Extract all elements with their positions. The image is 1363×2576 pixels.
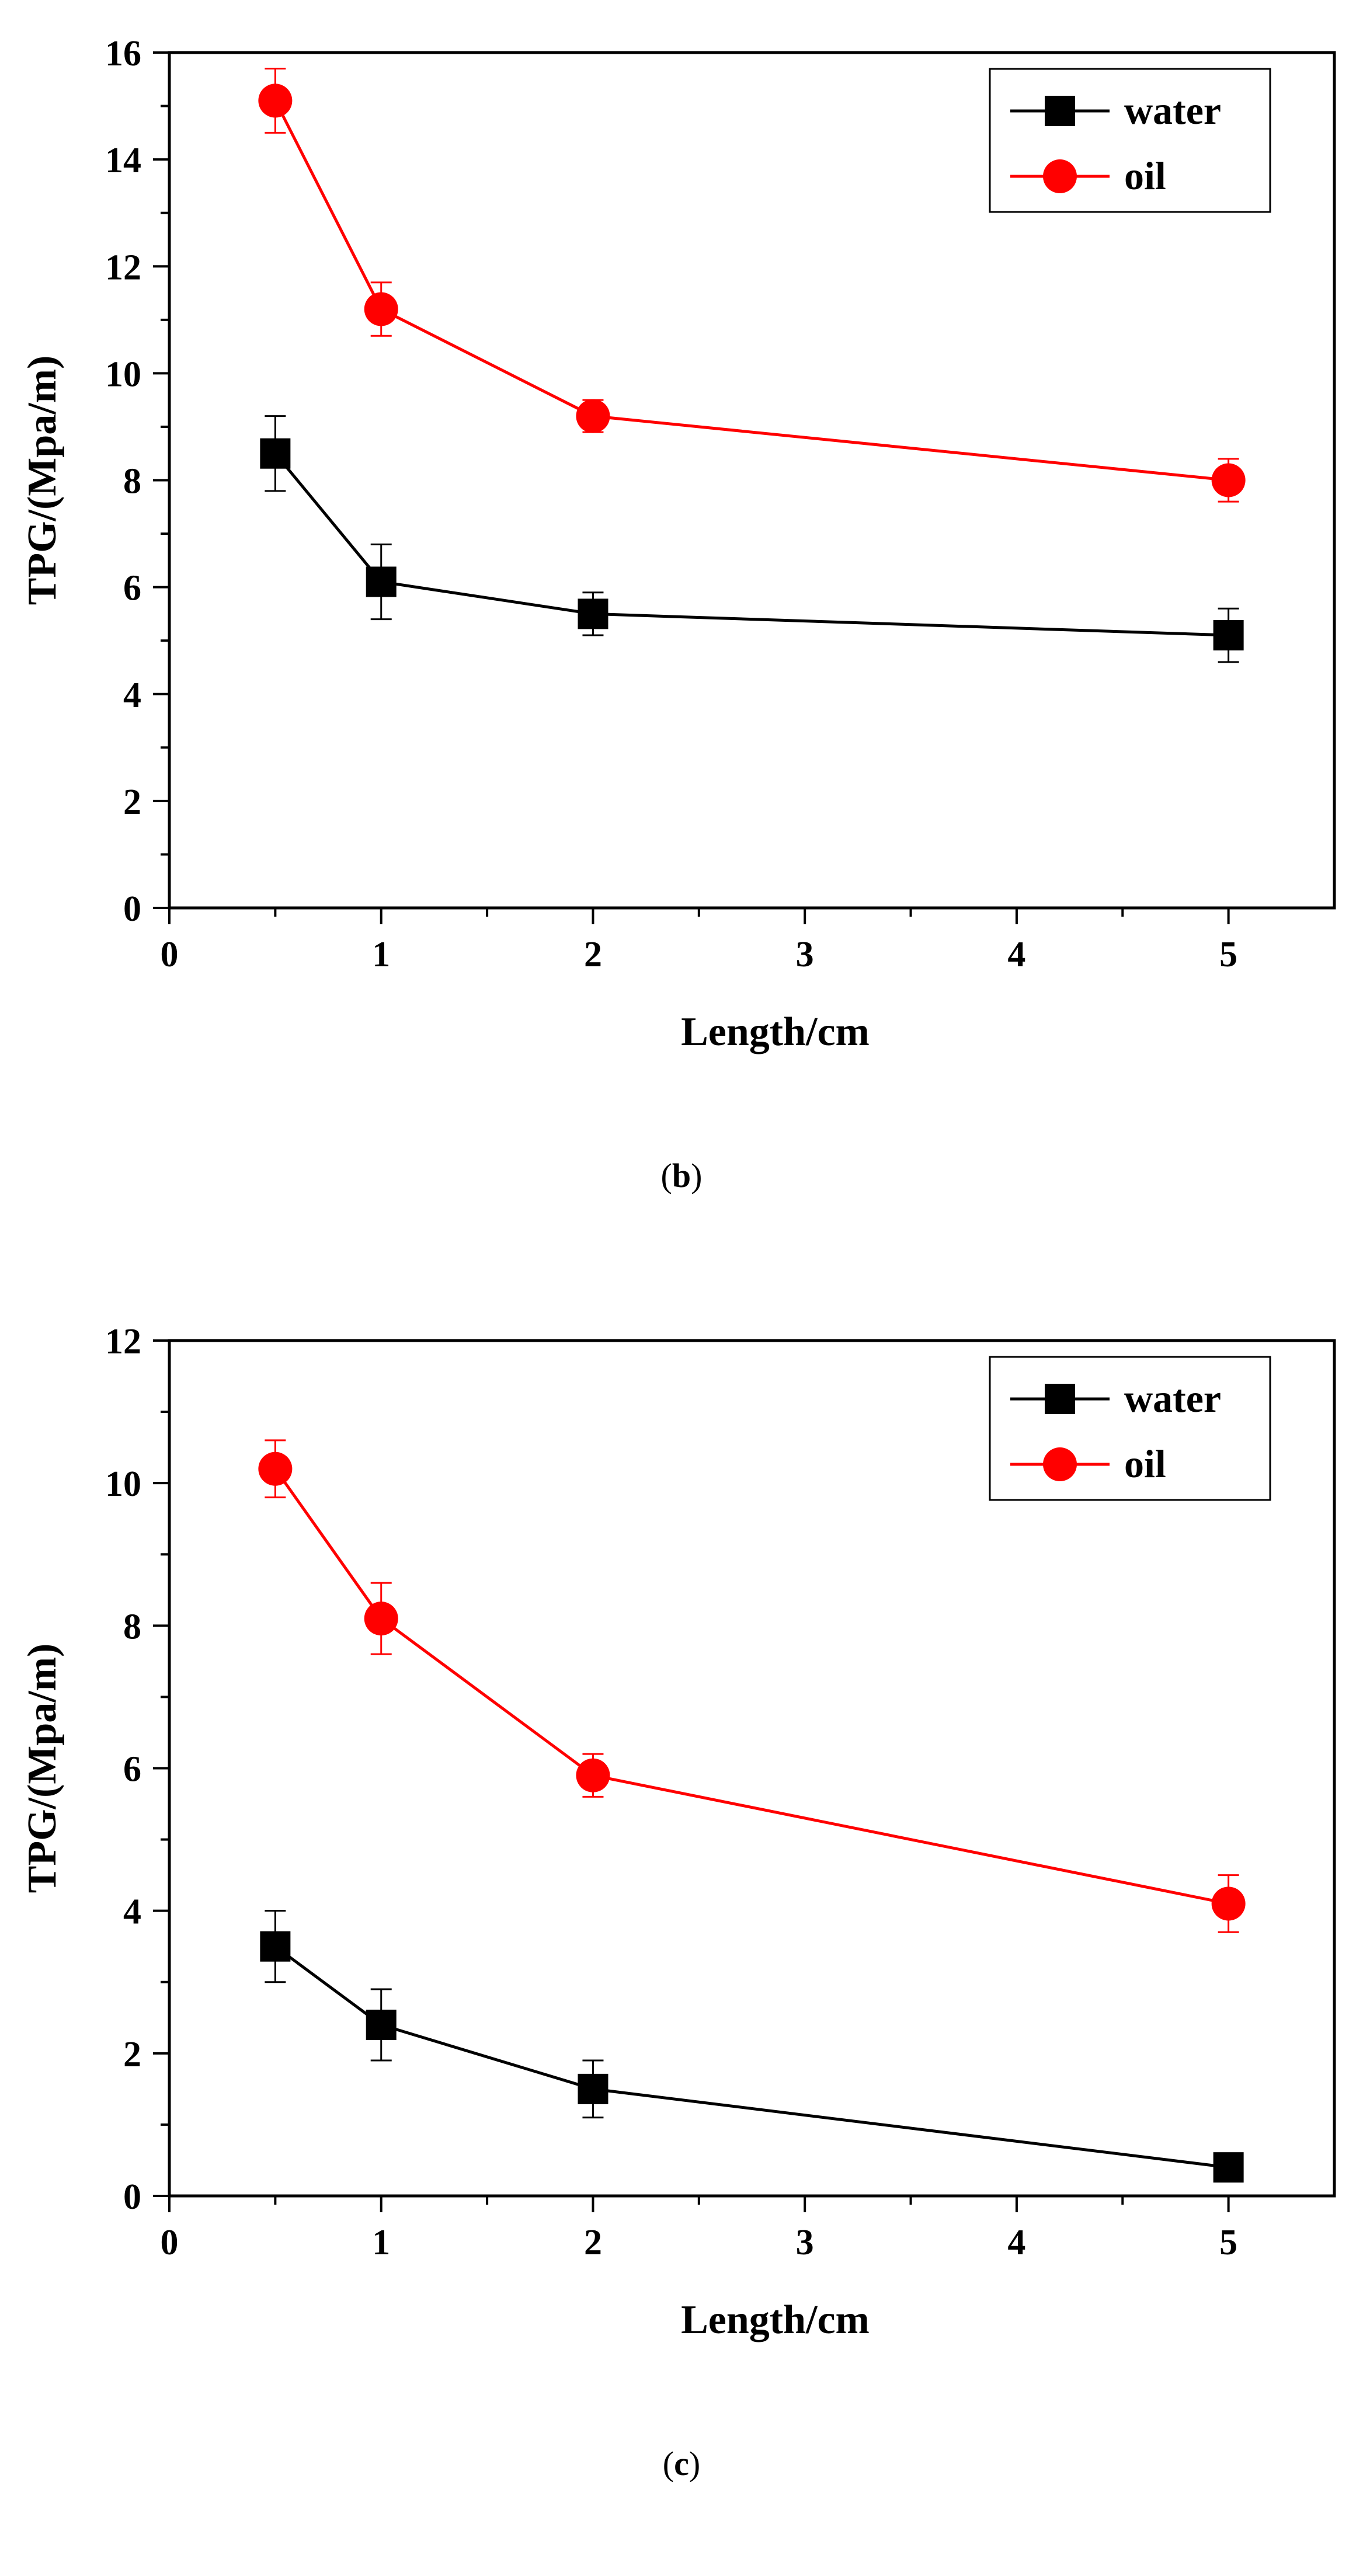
chart-b-x-tick-label: 2 (584, 935, 602, 974)
chart-b-y-tick-label: 12 (105, 248, 141, 287)
chart-b-caption: (b) (661, 1157, 703, 1195)
chart-b-y-tick-label: 8 (123, 462, 141, 502)
chart-b-x-tick-label: 1 (372, 935, 390, 974)
chart-b-y-tick-label: 6 (123, 569, 141, 608)
chart-c-y-tick-label: 12 (105, 1322, 141, 1362)
chart-c-y-tick-label: 10 (105, 1464, 141, 1504)
chart-b-oil-point (258, 83, 293, 118)
chart-b-legend-oil-marker (1043, 159, 1077, 193)
chart-c-oil-point (1211, 1886, 1246, 1921)
chart-c-y-tick-label: 8 (123, 1607, 141, 1646)
chart-b-svg: 0 1 2 3 4 50246810121416Length/cmTPG/(Mpa/m)w… (20, 34, 1336, 1195)
chart-b-x-tick-label: 0 (161, 935, 179, 974)
chart-b-oil-line (274, 100, 1229, 482)
chart-b-y-tick-label: 0 (123, 889, 141, 929)
chart-b-water-point (1213, 620, 1244, 651)
chart-c-y-tick-label: 0 (123, 2177, 141, 2217)
chart-b-x-tick-label: 5 (1219, 935, 1237, 974)
chart-b-y-axis-label: TPG/(Mpa/m) (20, 356, 65, 605)
chart-c-y-tick-label: 6 (123, 1750, 141, 1790)
chart-c-legend-item-oil: oil (1010, 1442, 1166, 1486)
chart-b-oil-point (1211, 463, 1246, 497)
chart-b-y-tick-label: 14 (105, 141, 141, 180)
chart-b-legend-water-marker (1045, 96, 1075, 126)
chart-b-x-axis-label: Length/cm (681, 1009, 870, 1054)
chart-c-caption-close: ) (689, 2445, 700, 2483)
chart-b-water-point (260, 438, 291, 469)
chart-c-legend-water-marker (1045, 1384, 1075, 1414)
chart-c-water-point (366, 2010, 397, 2040)
chart-c-legend: water oil (989, 1356, 1271, 1501)
chart-c-legend-water-label: water (1124, 1376, 1221, 1421)
chart-panel-b: 0 1 2 3 4 5 0 2 4 6 8 10 12 14 16 Length/cm TPG/(Mpa/m) w… (20, 34, 1336, 1195)
chart-c-water-point (578, 2073, 609, 2104)
chart-b-caption-open: ( (661, 1157, 672, 1195)
chart-b-oil-point (364, 292, 398, 326)
chart-c-oil-point (576, 1758, 610, 1792)
chart-b-x-tick-label: 4 (1007, 935, 1025, 974)
chart-c-caption: (c) (663, 2445, 700, 2483)
chart-c-water-line (274, 1945, 1229, 2169)
chart-c-x-tick-label: 3 (796, 2223, 814, 2262)
chart-b-legend-water-label: water (1124, 88, 1221, 133)
chart-c-legend-box (989, 1356, 1271, 1501)
chart-b-legend-box (989, 68, 1271, 213)
chart-c-x-tick-label: 2 (584, 2223, 602, 2262)
chart-c-x-tick-label: 1 (372, 2223, 390, 2262)
chart-b-y-tick-label: 4 (123, 676, 141, 715)
chart-b-x-tick-label: 3 (796, 935, 814, 974)
chart-b-water-point (578, 598, 609, 629)
chart-c-x-axis-label: Length/cm (681, 2297, 870, 2342)
chart-b-caption-close: ) (691, 1157, 702, 1195)
chart-c-oil-point (258, 1451, 293, 1486)
chart-c-y-tick-label: 2 (123, 2035, 141, 2074)
chart-b-caption-letter: b (672, 1157, 691, 1195)
chart-c-caption-open: ( (663, 2445, 674, 2483)
chart-c-x-tick-label: 5 (1219, 2223, 1237, 2262)
chart-b-legend-item-water: water (1010, 88, 1221, 133)
chart-c-water-point (1213, 2152, 1244, 2183)
chart-b-legend-oil-label: oil (1124, 154, 1166, 198)
chart-c-legend-oil-marker (1043, 1447, 1077, 1481)
chart-c-legend-oil-label: oil (1124, 1442, 1166, 1486)
chart-b-y-tick-label: 10 (105, 354, 141, 394)
chart-c-svg: 0 1 2 3 4 5024681012Length/cmTPG/(Mpa/m)water… (20, 1322, 1336, 2483)
chart-b-water-point (366, 566, 397, 597)
chart-b-water-line (274, 452, 1229, 637)
chart-c-y-axis-label: TPG/(Mpa/m) (20, 1644, 65, 1893)
chart-c-water-point (260, 1931, 291, 1962)
chart-panel-c: 0 1 2 3 4 5 0 2 4 6 8 10 12 Length/cm TPG/(Mpa/m) water… (0, 1288, 1363, 2576)
chart-c-oil-line (274, 1468, 1229, 1905)
chart-b-y-tick-label: 2 (123, 782, 141, 822)
chart-c-oil-point (364, 1602, 398, 1636)
chart-c-caption-letter: c (674, 2445, 689, 2483)
chart-b-oil-point (576, 399, 610, 433)
chart-b-legend: water oil (989, 68, 1271, 213)
chart-c-y-tick-label: 4 (123, 1892, 141, 1932)
chart-c-legend-item-water: water (1010, 1376, 1221, 1421)
chart-c-x-tick-label: 0 (161, 2223, 179, 2262)
chart-b-y-tick-label: 16 (105, 34, 141, 74)
chart-b-legend-item-oil: oil (1010, 154, 1166, 198)
chart-c-x-tick-label: 4 (1007, 2223, 1025, 2262)
